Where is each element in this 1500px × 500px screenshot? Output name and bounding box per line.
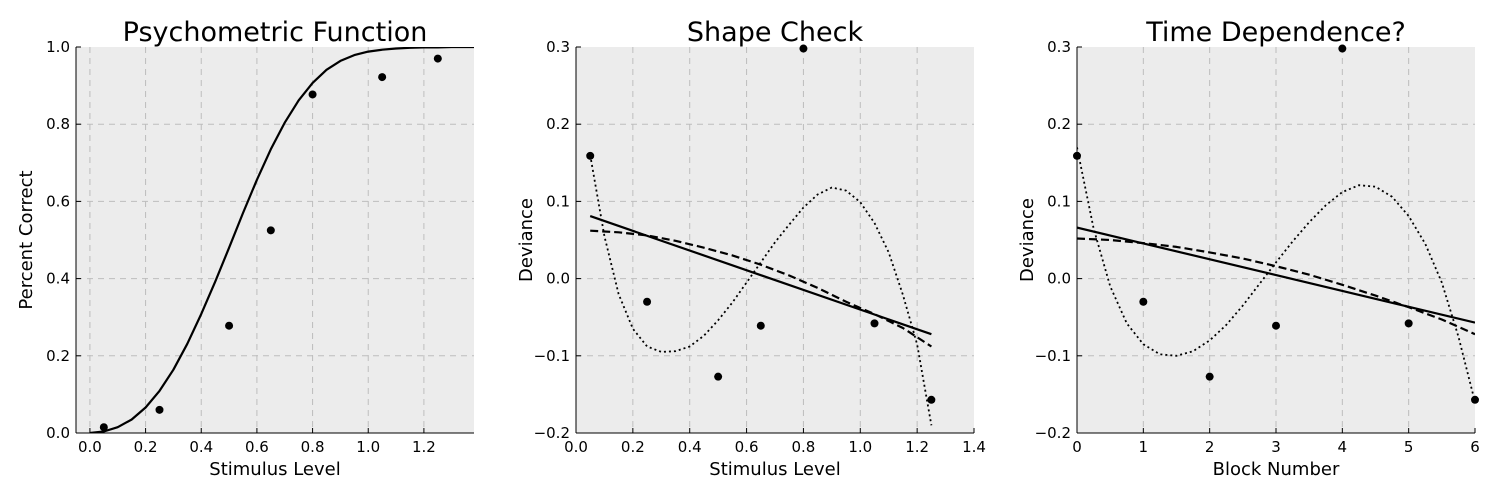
y-tick-label: 0.8: [46, 115, 70, 133]
data-layer: [589, 154, 933, 426]
x-axis-label: Block Number: [1213, 459, 1340, 480]
gridlines: [1077, 47, 1475, 433]
x-axis-label: Stimulus Level: [209, 459, 340, 480]
data-point: [225, 321, 234, 330]
x-tick-label: 0.0: [78, 438, 102, 456]
x-tick-label: 0.2: [134, 438, 158, 456]
dotted-fit-curve: [1077, 147, 1475, 403]
y-tick-label: −0.2: [1035, 424, 1071, 442]
y-tick-label: 0.0: [46, 424, 70, 442]
chart-title: Psychometric Function: [123, 17, 428, 48]
y-tick-label: 0.2: [46, 347, 70, 365]
y-axis-label: Percent Correct: [16, 170, 37, 309]
x-tick-label: 1.0: [356, 438, 380, 456]
y-tick-label: 1.0: [46, 38, 70, 56]
data-point: [99, 423, 108, 432]
x-tick-label: 1.2: [905, 438, 929, 456]
y-tick-label: −0.1: [1035, 347, 1071, 365]
y-tick-label: 0.3: [546, 38, 570, 56]
time-dependence-panel: 0 1 2 3 4 5 6 −0.2 −0.1 0.0 0.1 0.2 0.3 Time Dependen…: [1017, 17, 1480, 480]
y-axis-label: Deviance: [516, 198, 537, 282]
data-point: [643, 297, 652, 306]
data-point: [155, 405, 164, 414]
x-tick-label: 0.6: [245, 438, 269, 456]
plot-area: [576, 47, 974, 433]
dotted-fit-curve: [589, 154, 933, 426]
x-tick-label: 4: [1338, 438, 1348, 456]
psychometric-function-panel: 0.0 0.2 0.4 0.6 0.8 1.0 1.2 0.0 0.2 0.4 0.6 0.8 1.0 P…: [16, 17, 474, 480]
data-point: [1073, 151, 1081, 160]
data-point: [378, 73, 387, 82]
y-tick-label: 0.4: [46, 270, 70, 288]
y-tick-label: 0.2: [1047, 115, 1071, 133]
data-point: [1471, 395, 1479, 404]
x-tick-label: 1.0: [848, 438, 872, 456]
x-tick-label: 5: [1404, 438, 1414, 456]
x-tick-label: 0.4: [189, 438, 213, 456]
chart-title: Time Dependence?: [1145, 17, 1406, 48]
data-point: [433, 54, 442, 63]
y-tick-label: −0.1: [534, 347, 570, 365]
x-tick-label: 1.2: [412, 438, 436, 456]
data-layer: [1077, 147, 1475, 403]
y-tick-label: 0.1: [546, 192, 570, 210]
data-point: [714, 372, 723, 381]
y-tick-label: 0.6: [46, 192, 70, 210]
data-point: [1272, 321, 1280, 330]
y-tick-label: −0.2: [534, 424, 570, 442]
x-tick-label: 2: [1205, 438, 1215, 456]
data-point: [266, 226, 275, 235]
y-tick-label: 0.1: [1047, 192, 1071, 210]
data-point: [756, 321, 765, 330]
shape-check-panel: 0.0 0.2 0.4 0.6 0.8 1.0 1.2 1.4 −0.2 −0.1 0.0 0.1 0.…: [516, 17, 986, 480]
data-point: [1139, 297, 1148, 306]
x-tick-label: 1.4: [962, 438, 986, 456]
x-tick-label: 3: [1271, 438, 1281, 456]
data-point: [927, 395, 936, 404]
data-point: [1338, 44, 1347, 53]
data-point: [586, 151, 595, 160]
data-point: [308, 90, 317, 99]
y-tick-label: 0.2: [546, 115, 570, 133]
solid-fit-curve: [89, 47, 474, 433]
x-tick-label: 0.8: [301, 438, 325, 456]
dashed-fit-curve: [590, 229, 932, 348]
gridlines: [76, 47, 474, 433]
data-point: [1205, 372, 1214, 381]
x-tick-label: 1: [1139, 438, 1149, 456]
x-tick-label: 0.8: [791, 438, 815, 456]
data-point: [1404, 319, 1413, 328]
data-point: [870, 319, 879, 328]
y-tick-label: 0.0: [546, 270, 570, 288]
y-tick-label: 0.0: [1047, 270, 1071, 288]
x-tick-label: 0.4: [678, 438, 702, 456]
data-layer: [89, 47, 474, 433]
y-tick-label: 0.3: [1047, 38, 1071, 56]
x-axis-label: Stimulus Level: [709, 459, 840, 480]
x-tick-label: 0.2: [621, 438, 645, 456]
dashed-fit-curve: [1077, 237, 1475, 336]
data-point: [799, 44, 808, 53]
chart-title: Shape Check: [687, 17, 864, 48]
x-tick-label: 6: [1470, 438, 1480, 456]
gridlines: [576, 47, 974, 433]
solid-fit-curve: [589, 215, 932, 336]
y-axis-label: Deviance: [1017, 198, 1038, 282]
x-tick-label: 0.0: [564, 438, 588, 456]
x-tick-label: 0: [1072, 438, 1082, 456]
x-tick-label: 0.6: [735, 438, 759, 456]
plot-area: [76, 47, 474, 433]
